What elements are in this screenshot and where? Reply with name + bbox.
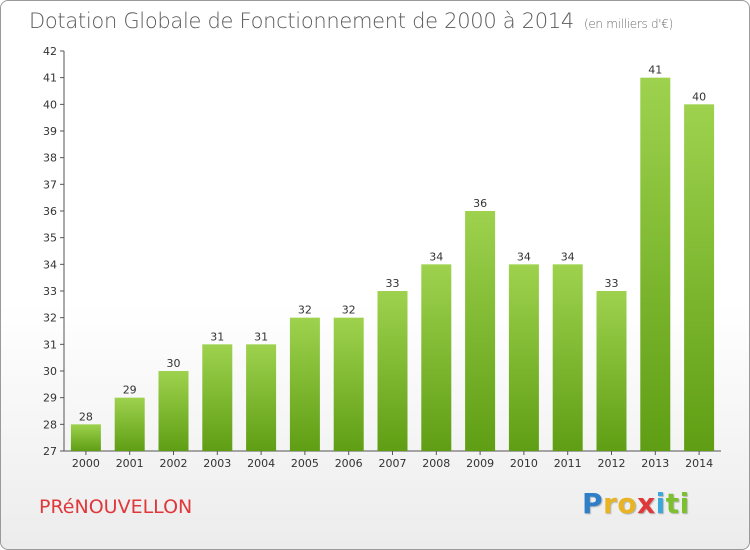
chart-title-text: Dotation Globale de Fonctionnement de 20… (29, 9, 574, 33)
bar-value-label: 33 (386, 277, 400, 290)
bar-value-label: 32 (342, 304, 356, 317)
x-tick-label: 2009 (466, 457, 494, 470)
y-tick-label: 27 (43, 445, 57, 458)
logo-letter: i (655, 487, 666, 520)
y-tick-label: 42 (43, 45, 57, 58)
bar (377, 291, 408, 451)
bar-value-label: 33 (605, 277, 619, 290)
x-tick-label: 2005 (291, 457, 319, 470)
bar (596, 291, 627, 451)
y-tick-label: 30 (43, 365, 57, 378)
bar-value-label: 41 (648, 64, 662, 77)
bar (70, 424, 101, 451)
bar-value-label: 34 (429, 250, 443, 263)
bar-value-label: 31 (210, 330, 224, 343)
y-tick-label: 28 (43, 418, 57, 431)
proxiti-logo[interactable]: Proxiti (582, 487, 690, 520)
x-tick-label: 2004 (247, 457, 275, 470)
bar (289, 317, 320, 451)
bar (202, 344, 233, 451)
bar (684, 104, 715, 451)
bar (640, 77, 671, 452)
chart-title: Dotation Globale de Fonctionnement de 20… (29, 9, 673, 33)
x-tick-label: 2013 (641, 457, 669, 470)
x-tick-label: 2000 (72, 457, 100, 470)
x-tick-label: 2008 (422, 457, 450, 470)
x-tick-label: 2010 (510, 457, 538, 470)
bar (421, 264, 452, 451)
logo-letter: r (603, 487, 618, 520)
bar (465, 211, 496, 451)
bar (158, 371, 189, 451)
y-tick-label: 39 (43, 125, 57, 138)
x-tick-label: 2003 (203, 457, 231, 470)
y-tick-label: 34 (43, 258, 57, 271)
y-tick-label: 35 (43, 232, 57, 245)
bar (333, 317, 364, 451)
bar-value-label: 32 (298, 304, 312, 317)
bar-value-label: 34 (517, 250, 531, 263)
logo-letter: t (665, 487, 680, 520)
y-tick-label: 41 (43, 72, 57, 85)
y-tick-label: 29 (43, 392, 57, 405)
x-tick-label: 2012 (598, 457, 626, 470)
bar-value-label: 29 (123, 384, 137, 397)
bar (508, 264, 539, 451)
x-tick-label: 2007 (379, 457, 407, 470)
y-tick-label: 33 (43, 285, 57, 298)
logo-letter: x (637, 487, 656, 520)
chart-bars: 28 29 30 31 31 32 32 33 34 36 34 34 33 41 40 (70, 64, 715, 452)
bar-value-label: 30 (167, 357, 181, 370)
y-tick-label: 38 (43, 152, 57, 165)
y-tick-label: 40 (43, 98, 57, 111)
x-tick-label: 2011 (554, 457, 582, 470)
y-tick-label: 37 (43, 178, 57, 191)
bar-value-label: 36 (473, 197, 487, 210)
x-tick-label: 2002 (160, 457, 188, 470)
bar (552, 264, 583, 451)
x-tick-label: 2014 (685, 457, 713, 470)
y-tick-label: 31 (43, 338, 57, 351)
logo-letter: P (582, 487, 604, 520)
x-tick-label: 2006 (335, 457, 363, 470)
bar-value-label: 28 (79, 410, 93, 423)
chart-axes: 27 28 29 30 31 32 33 34 35 36 37 38 39 40 41 42 2000 2001… (43, 45, 721, 470)
logo-letter: o (617, 487, 638, 520)
bar-value-label: 40 (692, 90, 706, 103)
bar (114, 397, 145, 451)
x-tick-label: 2001 (116, 457, 144, 470)
y-tick-label: 36 (43, 205, 57, 218)
y-tick-label: 32 (43, 312, 57, 325)
bar-value-label: 31 (254, 330, 268, 343)
bar (246, 344, 277, 451)
chart-subtitle: (en milliers d'€) (583, 17, 673, 31)
bar-value-label: 34 (561, 250, 575, 263)
logo-letter: i (679, 487, 690, 520)
city-name: PRéNOUVELLON (39, 496, 193, 518)
